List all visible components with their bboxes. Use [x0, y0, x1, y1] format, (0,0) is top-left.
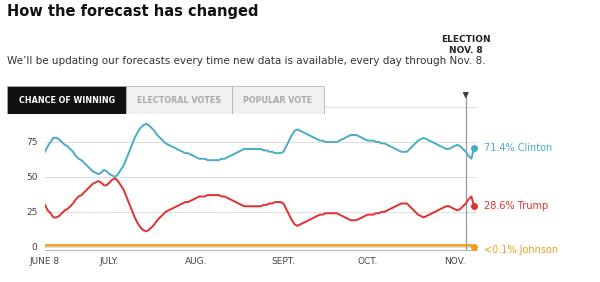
Text: POPULAR VOTE: POPULAR VOTE [243, 96, 313, 105]
Text: 71.4% Clinton: 71.4% Clinton [484, 143, 553, 153]
Text: ELECTION
NOV. 8: ELECTION NOV. 8 [441, 35, 491, 55]
Bar [7, 86, 126, 114]
Text: <0.1% Johnson: <0.1% Johnson [484, 244, 559, 255]
Bar [126, 86, 232, 114]
Text: ELECTORAL VOTES: ELECTORAL VOTES [137, 96, 221, 105]
Text: We’ll be updating our forecasts every time new data is available, every day thro: We’ll be updating our forecasts every ti… [7, 56, 486, 66]
Text: How the forecast has changed: How the forecast has changed [7, 4, 259, 19]
Bar [232, 86, 324, 114]
Text: 28.6% Trump: 28.6% Trump [484, 201, 548, 211]
Text: CHANCE OF WINNING: CHANCE OF WINNING [19, 96, 115, 105]
